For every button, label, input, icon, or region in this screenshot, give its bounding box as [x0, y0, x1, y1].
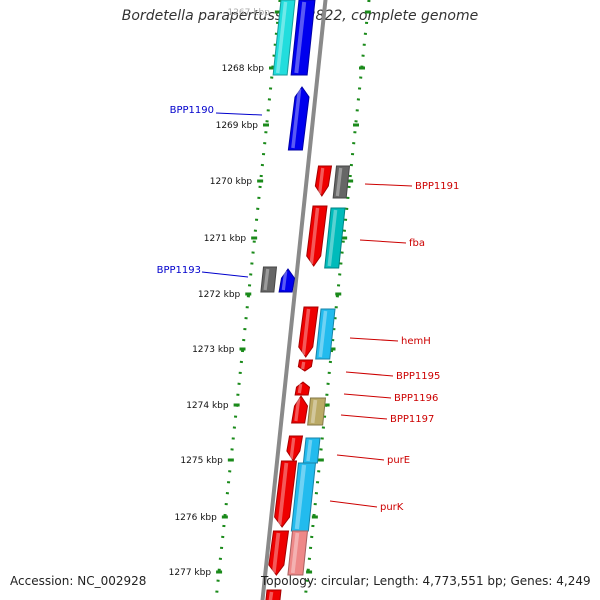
- gene-feature-shine: [327, 209, 338, 267]
- gene-label-left[interactable]: BPP1190: [170, 105, 214, 116]
- gene-feature-shine: [289, 437, 296, 460]
- gene-feature[interactable]: [302, 437, 321, 464]
- left-label-leader-line: [215, 112, 263, 116]
- gene-label-right[interactable]: BPP1196: [394, 393, 438, 404]
- gene-feature-shine: [310, 399, 318, 424]
- gene-feature[interactable]: [291, 395, 309, 424]
- accession-text: Accession: NC_002928: [10, 574, 147, 588]
- gene-feature[interactable]: [274, 460, 298, 528]
- gene-feature-shine: [335, 167, 343, 197]
- gene-feature-shine: [301, 308, 311, 356]
- gene-feature-shine: [275, 1, 288, 74]
- gene-feature-shine: [306, 439, 313, 462]
- gene-feature-shine: [318, 310, 328, 358]
- kbp-tick-label: 1269 kbp: [216, 121, 259, 131]
- gene-feature[interactable]: [294, 381, 311, 396]
- gene-label-left[interactable]: BPP1193: [157, 265, 201, 276]
- kbp-tick-label: 1271 kbp: [204, 234, 247, 244]
- kbp-tick-label: 1276 kbp: [174, 513, 217, 523]
- right-label-leader-line: [359, 239, 407, 244]
- gene-feature[interactable]: [287, 530, 309, 576]
- gene-label-right[interactable]: purE: [387, 455, 410, 466]
- gene-feature-shine: [309, 207, 320, 265]
- gene-feature[interactable]: [290, 0, 316, 76]
- right-ruler-dotted-line: [303, 0, 371, 600]
- gene-feature[interactable]: [324, 207, 346, 269]
- gene-label-right[interactable]: fba: [409, 238, 425, 249]
- kbp-tick-label: 1268 kbp: [222, 64, 265, 74]
- gene-feature-shine: [271, 532, 281, 574]
- gene-feature[interactable]: [286, 435, 304, 462]
- gene-feature[interactable]: [290, 462, 317, 532]
- right-label-leader-line: [343, 393, 392, 399]
- gene-label-right[interactable]: BPP1197: [390, 414, 434, 425]
- right-label-leader-line: [349, 337, 399, 342]
- gene-feature[interactable]: [287, 86, 310, 151]
- gene-feature-shine: [294, 1, 307, 74]
- kbp-tick-label: 1277 kbp: [169, 568, 212, 578]
- kbp-tick-label: 1267 kbp: [227, 8, 270, 18]
- right-label-leader-line: [364, 183, 413, 187]
- gene-label-right[interactable]: BPP1195: [396, 371, 440, 382]
- gene-feature[interactable]: [332, 165, 351, 199]
- gene-feature[interactable]: [315, 308, 336, 360]
- gene-feature-shine: [281, 270, 288, 291]
- left-label-leader-line: [201, 271, 249, 278]
- kbp-tick-label: 1270 kbp: [210, 177, 253, 187]
- gene-feature[interactable]: [314, 165, 333, 197]
- gene-feature[interactable]: [268, 530, 290, 576]
- gene-feature[interactable]: [272, 0, 296, 76]
- topology-text: Topology: circular; Length: 4,773,551 bp…: [261, 574, 591, 588]
- gene-feature[interactable]: [297, 359, 314, 372]
- gene-feature[interactable]: [278, 268, 296, 293]
- kbp-tick-label: 1274 kbp: [186, 401, 229, 411]
- right-label-leader-line: [345, 371, 394, 377]
- gene-label-right[interactable]: BPP1191: [415, 181, 459, 192]
- gene-label-right[interactable]: hemH: [401, 336, 431, 347]
- gene-feature-shine: [294, 464, 307, 530]
- gene-feature-shine: [297, 383, 303, 394]
- gene-feature-shine: [263, 268, 270, 291]
- left-ruler-dotted-line: [214, 0, 282, 600]
- genome-backbone-line: [260, 0, 328, 600]
- gene-feature[interactable]: [307, 397, 327, 426]
- gene-feature-shine: [291, 88, 302, 149]
- gene-label-right[interactable]: purK: [380, 502, 404, 513]
- gene-feature-shine: [300, 361, 306, 370]
- gene-feature-shine: [294, 397, 301, 422]
- right-label-leader-line: [336, 454, 385, 461]
- kbp-tick-label: 1272 kbp: [198, 290, 241, 300]
- kbp-tick-label: 1275 kbp: [180, 456, 223, 466]
- gene-feature-shine: [277, 462, 289, 526]
- gene-feature[interactable]: [306, 205, 328, 267]
- right-label-leader-line: [340, 414, 388, 420]
- gene-feature[interactable]: [265, 589, 282, 600]
- gene-feature-shine: [290, 532, 300, 574]
- gene-feature[interactable]: [260, 266, 278, 293]
- kbp-tick-label: 1273 kbp: [192, 345, 235, 355]
- gene-feature[interactable]: [298, 306, 319, 358]
- gene-feature-shine: [317, 167, 325, 195]
- gene-feature-shine: [268, 591, 274, 600]
- right-label-leader-line: [329, 500, 378, 508]
